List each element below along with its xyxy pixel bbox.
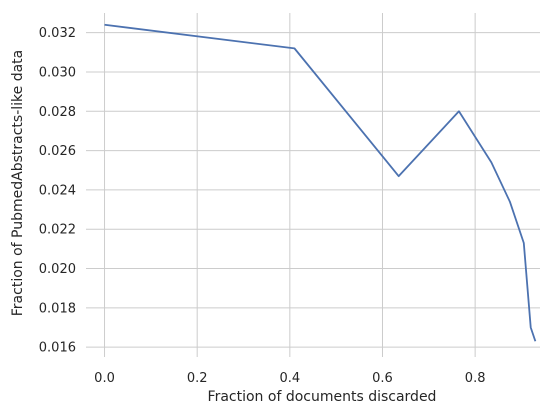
y-tick-label: 0.028 [39, 105, 76, 120]
x-tick-label: 0.6 [372, 371, 393, 386]
x-tick-label: 0.0 [94, 371, 115, 386]
x-tick-labels: 0.0 0.2 0.4 0.6 0.8 [94, 371, 485, 386]
x-tick-label: 0.8 [465, 371, 486, 386]
x-gridlines [104, 13, 476, 357]
y-tick-label: 0.026 [39, 144, 76, 159]
y-axis-label: Fraction of PubmedAbstracts-like data [10, 50, 26, 316]
y-tick-label: 0.018 [39, 301, 76, 316]
x-tick-label: 0.4 [279, 371, 300, 386]
x-axis-label: Fraction of documents discarded [208, 389, 437, 405]
y-tick-label: 0.024 [39, 183, 76, 198]
series-line [104, 23, 537, 342]
x-tick-label: 0.2 [187, 371, 208, 386]
y-tick-labels: 0.016 0.018 0.020 0.022 0.024 0.026 0.028 0.030… [39, 26, 76, 356]
y-tick-label: 0.020 [39, 262, 76, 277]
y-tick-label: 0.016 [39, 341, 76, 356]
y-tick-label: 0.022 [39, 223, 76, 238]
y-tick-label: 0.030 [39, 65, 76, 80]
series-group [104, 23, 537, 342]
y-gridlines [86, 32, 540, 348]
y-tick-label: 0.032 [39, 26, 76, 41]
